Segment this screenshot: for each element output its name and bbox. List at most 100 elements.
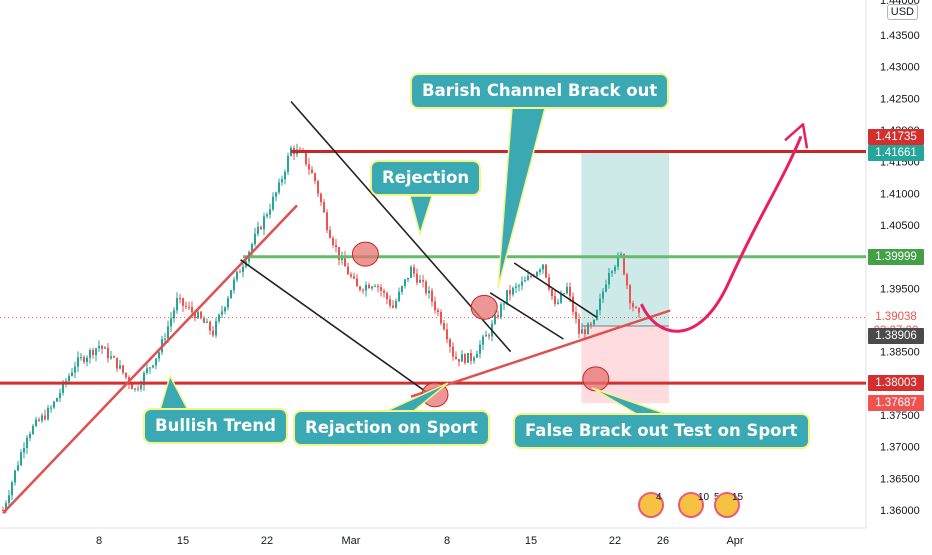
candle-body bbox=[134, 388, 136, 390]
candle-body bbox=[350, 274, 352, 277]
flag-gb-icon[interactable] bbox=[678, 492, 704, 518]
candle-body bbox=[482, 336, 484, 345]
candle-body bbox=[164, 338, 166, 340]
candle-body bbox=[575, 311, 577, 320]
event-count: 15 bbox=[732, 492, 744, 503]
candle-body bbox=[215, 321, 217, 336]
currency-label[interactable]: USD bbox=[886, 4, 918, 20]
rejection-marker bbox=[470, 294, 498, 320]
candle-body bbox=[359, 286, 361, 290]
price-axis-label: 1.37687 bbox=[868, 395, 924, 412]
candle-body bbox=[323, 202, 325, 213]
candle-body bbox=[29, 433, 31, 438]
candle-body bbox=[635, 307, 637, 309]
candle-body bbox=[59, 392, 61, 399]
candle-body bbox=[308, 164, 310, 170]
economic-events[interactable]: 4 10 5 15 bbox=[636, 492, 756, 522]
candle-body bbox=[71, 372, 73, 376]
trendline bbox=[489, 292, 564, 340]
x-tick-label: 8 bbox=[96, 535, 102, 547]
candle-body bbox=[485, 335, 487, 337]
candle-body bbox=[362, 289, 364, 291]
candle-body bbox=[497, 315, 499, 317]
trendline bbox=[2, 204, 298, 515]
candle-body bbox=[89, 350, 91, 358]
y-tick-label: 1.44000 bbox=[880, 0, 920, 7]
callout-rejection-on-support: Rejaction on Sport bbox=[293, 410, 490, 446]
candle-body bbox=[140, 385, 142, 389]
candle-body bbox=[131, 383, 133, 390]
candle-body bbox=[419, 279, 421, 283]
y-tick-label: 1.43000 bbox=[880, 62, 920, 74]
candle-body bbox=[602, 291, 604, 299]
candle-body bbox=[452, 346, 454, 357]
candle-body bbox=[629, 285, 631, 304]
candle-body bbox=[227, 298, 229, 308]
candle-body bbox=[224, 307, 226, 312]
candle-body bbox=[356, 278, 358, 287]
candle-body bbox=[104, 347, 106, 349]
candle-body bbox=[314, 173, 316, 182]
candle-body bbox=[425, 281, 427, 294]
candle-body bbox=[125, 372, 127, 378]
y-tick-label: 1.40500 bbox=[880, 220, 920, 232]
candle-body bbox=[122, 365, 124, 373]
candle-body bbox=[320, 193, 322, 203]
candle-body bbox=[287, 156, 289, 172]
candle-body bbox=[464, 354, 466, 363]
x-tick-label: 15 bbox=[525, 535, 537, 547]
candle-body bbox=[272, 196, 274, 210]
candle-body bbox=[494, 315, 496, 324]
candle-body bbox=[263, 216, 265, 230]
x-tick-label: Mar bbox=[342, 535, 361, 547]
candle-body bbox=[5, 503, 7, 511]
candle-body bbox=[545, 264, 547, 278]
callout-bullish-trend: Bullish Trend bbox=[143, 408, 288, 444]
flag-gb-icon[interactable] bbox=[714, 492, 740, 518]
flag-us-icon[interactable] bbox=[638, 492, 664, 518]
candle-body bbox=[536, 271, 538, 277]
candle-body bbox=[8, 495, 10, 504]
candle-body bbox=[371, 286, 373, 289]
candle-body bbox=[389, 299, 391, 306]
candle-body bbox=[329, 230, 331, 238]
candle-body bbox=[461, 354, 463, 362]
position-stop-zone bbox=[581, 325, 669, 404]
candle-body bbox=[584, 329, 586, 335]
candle-body bbox=[467, 352, 469, 363]
candle-body bbox=[56, 398, 58, 402]
candle-body bbox=[170, 318, 172, 327]
candle-body bbox=[473, 357, 475, 361]
position-target-zone bbox=[581, 151, 669, 326]
candle-body bbox=[239, 271, 241, 273]
candle-body bbox=[404, 279, 406, 287]
candle-body bbox=[587, 323, 589, 335]
event-count: 4 bbox=[656, 492, 662, 503]
candle-body bbox=[422, 279, 424, 282]
candle-body bbox=[368, 284, 370, 289]
candle-body bbox=[251, 244, 253, 252]
candle-body bbox=[107, 347, 109, 359]
candle-body bbox=[176, 298, 178, 311]
candle-body bbox=[236, 271, 238, 280]
candle-body bbox=[542, 264, 544, 270]
candle-body bbox=[572, 296, 574, 312]
candle-body bbox=[416, 273, 418, 283]
candle-body bbox=[458, 359, 460, 362]
candle-body bbox=[554, 296, 556, 304]
candle-body bbox=[191, 306, 193, 313]
projection-curve bbox=[640, 135, 803, 333]
candle-body bbox=[383, 290, 385, 293]
candle-body bbox=[185, 305, 187, 307]
candle-body bbox=[80, 357, 82, 359]
candle-body bbox=[212, 330, 214, 336]
x-tick-label: 15 bbox=[177, 535, 189, 547]
candle-body bbox=[197, 311, 199, 319]
candle-body bbox=[143, 372, 145, 386]
candle-body bbox=[269, 209, 271, 215]
candle-body bbox=[398, 291, 400, 302]
candle-body bbox=[62, 381, 64, 393]
trendline bbox=[410, 309, 671, 398]
